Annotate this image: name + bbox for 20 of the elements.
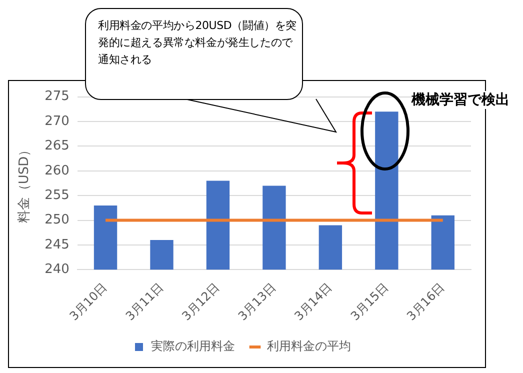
y-tick-label: 245 (44, 237, 70, 252)
y-tick-label: 270 (44, 114, 70, 129)
annotation: 機械学習で検出 (412, 90, 510, 109)
y-tick-label: 250 (44, 212, 70, 228)
x-tick-label: 3月16日 (404, 280, 448, 324)
y-axis-title: 料金（USD） (17, 143, 32, 224)
x-tick-label: 3月14日 (292, 280, 335, 324)
speech-bubble: 利用料金の平均から20USD（闘値）を突発的に超える異常な料金が発生したので通知される (85, 8, 303, 100)
y-tick-label: 275 (44, 89, 70, 104)
y-tick-label: 255 (44, 188, 70, 203)
x-tick-label: 3月12日 (179, 280, 222, 324)
y-tick-label: 240 (44, 262, 70, 278)
x-tick-label: 3月15日 (348, 280, 391, 324)
x-tick-label: 3月13日 (235, 280, 279, 324)
legend-label: 実際の利用料金 (151, 339, 235, 354)
legend-label: 利用料金の平均 (267, 339, 351, 354)
y-tick-label: 260 (44, 163, 70, 178)
y-tick-label: 265 (44, 138, 70, 154)
x-tick-label: 3月11日 (123, 280, 166, 324)
x-tick-label: 3月10日 (66, 280, 110, 324)
